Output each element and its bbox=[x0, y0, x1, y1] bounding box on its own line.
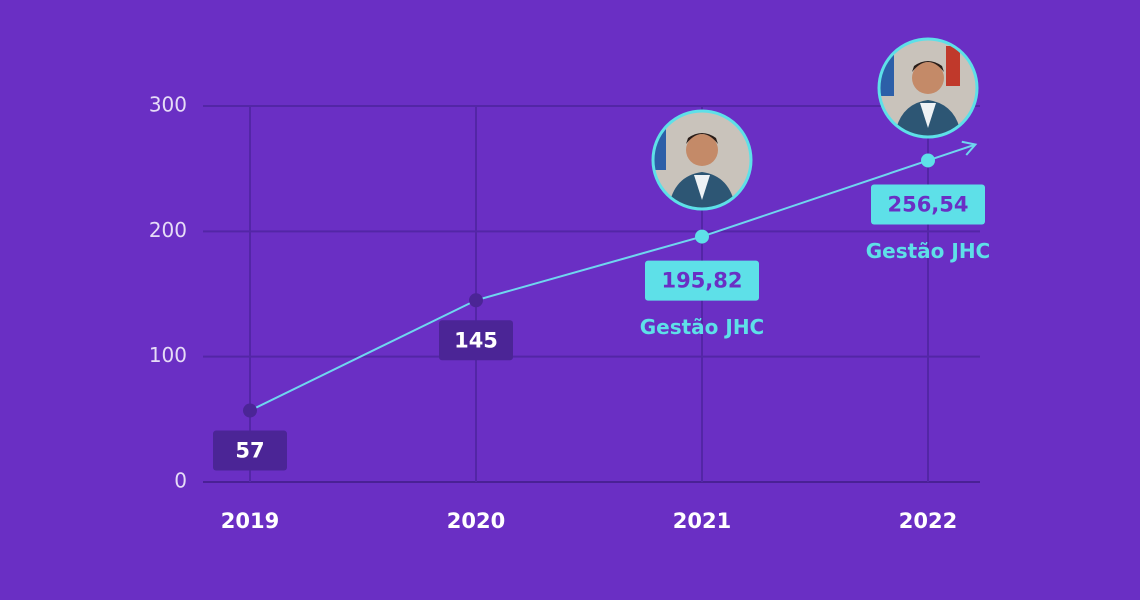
annotation: Gestão JHC bbox=[640, 315, 765, 339]
y-tick-label: 200 bbox=[149, 218, 187, 242]
value-label-box bbox=[871, 184, 985, 225]
line bbox=[249, 159, 929, 412]
x-tick-label: 2020 bbox=[447, 509, 505, 533]
photos bbox=[651, 37, 979, 211]
photo-border bbox=[651, 109, 753, 211]
annotation: Gestão JHC bbox=[866, 239, 991, 263]
y-tick-label: 100 bbox=[149, 343, 187, 367]
y-tick-label: 0 bbox=[174, 469, 187, 493]
y-tick-label: 300 bbox=[149, 93, 187, 117]
value-label: 145 bbox=[454, 328, 498, 352]
value-label-box bbox=[213, 430, 287, 471]
value-label: 195,82 bbox=[661, 269, 742, 293]
point bbox=[695, 229, 709, 244]
x-tick-label: 2021 bbox=[673, 509, 731, 533]
value-label-box bbox=[439, 320, 513, 361]
photo-border bbox=[877, 37, 979, 139]
photo bbox=[654, 112, 750, 208]
point bbox=[921, 153, 935, 168]
point bbox=[243, 403, 257, 418]
x-tick-label: 2022 bbox=[899, 509, 957, 533]
value-label: 256,54 bbox=[887, 192, 968, 216]
point bbox=[469, 293, 483, 308]
x-tick-label: 2019 bbox=[221, 509, 279, 533]
arrow-head bbox=[961, 140, 978, 156]
photo bbox=[880, 40, 976, 136]
trend-extension bbox=[927, 143, 976, 162]
value-label: 57 bbox=[235, 439, 264, 463]
value-label-box bbox=[645, 260, 759, 301]
